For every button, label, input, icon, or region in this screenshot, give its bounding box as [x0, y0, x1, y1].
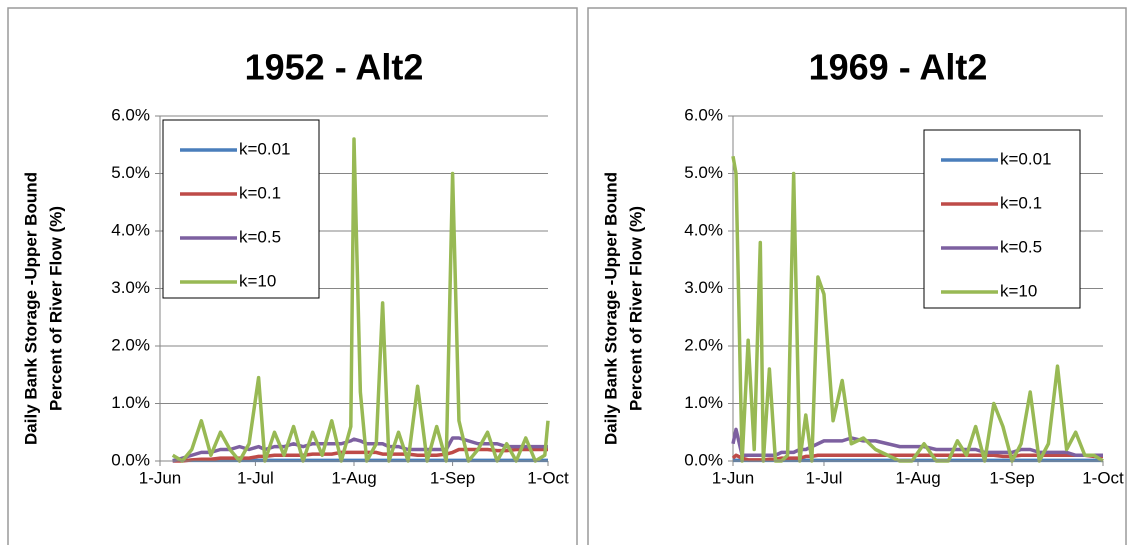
x-tick-label: 1-Sep [430, 468, 475, 487]
legend-label: k=0.1 [1000, 193, 1042, 212]
x-tick-label: 1-Oct [527, 468, 569, 487]
legend-label: k=0.1 [239, 183, 281, 202]
x-tick-label: 1-Sep [989, 468, 1034, 487]
y-tick-label: 2.0% [684, 335, 723, 354]
y-axis-label: Daily Bank Storage -Upper Bound [601, 172, 620, 445]
x-tick-label: 1-Jul [806, 468, 843, 487]
legend-label: k=0.5 [1000, 237, 1042, 256]
y-tick-label: 3.0% [111, 278, 150, 297]
x-tick-label: 1-Jun [139, 468, 182, 487]
series-line [731, 155, 1104, 463]
y-axis-label: Daily Bank Storage -Upper Bound [21, 172, 40, 445]
chart: 1969 - Alt2 Daily Bank Storage -Upper Bou… [587, 7, 1127, 545]
y-axis-label: Percent of River Flow (%) [46, 206, 65, 411]
y-tick-label: 6.0% [111, 105, 150, 124]
x-tick-label: 1-Aug [331, 468, 376, 487]
series-line [731, 427, 1103, 457]
y-tick-label: 0.0% [111, 450, 150, 469]
legend-label: k=0.01 [239, 139, 291, 158]
y-tick-label: 1.0% [684, 393, 723, 412]
legend-label: k=10 [1000, 281, 1037, 300]
legend-label: k=10 [239, 271, 276, 290]
chart-title: 1969 - Alt2 [809, 47, 988, 88]
y-tick-label: 4.0% [111, 220, 150, 239]
y-tick-label: 0.0% [684, 450, 723, 469]
x-tick-label: 1-Jun [712, 468, 755, 487]
y-tick-label: 6.0% [684, 105, 723, 124]
x-tick-label: 1-Oct [1082, 468, 1124, 487]
y-axis-label: Percent of River Flow (%) [626, 206, 645, 411]
series-line [171, 137, 550, 463]
y-tick-label: 3.0% [684, 278, 723, 297]
y-tick-label: 1.0% [111, 393, 150, 412]
y-tick-label: 2.0% [111, 335, 150, 354]
legend-label: k=0.01 [1000, 149, 1052, 168]
y-tick-label: 5.0% [111, 163, 150, 182]
chart-title: 1952 - Alt2 [245, 47, 424, 88]
x-tick-label: 1-Aug [895, 468, 940, 487]
legend-label: k=0.5 [239, 227, 281, 246]
chart: 1952 - Alt2 Daily Bank Storage -Upper Bou… [7, 7, 578, 545]
y-tick-label: 5.0% [684, 163, 723, 182]
y-tick-label: 4.0% [684, 220, 723, 239]
x-tick-label: 1-Jul [237, 468, 274, 487]
